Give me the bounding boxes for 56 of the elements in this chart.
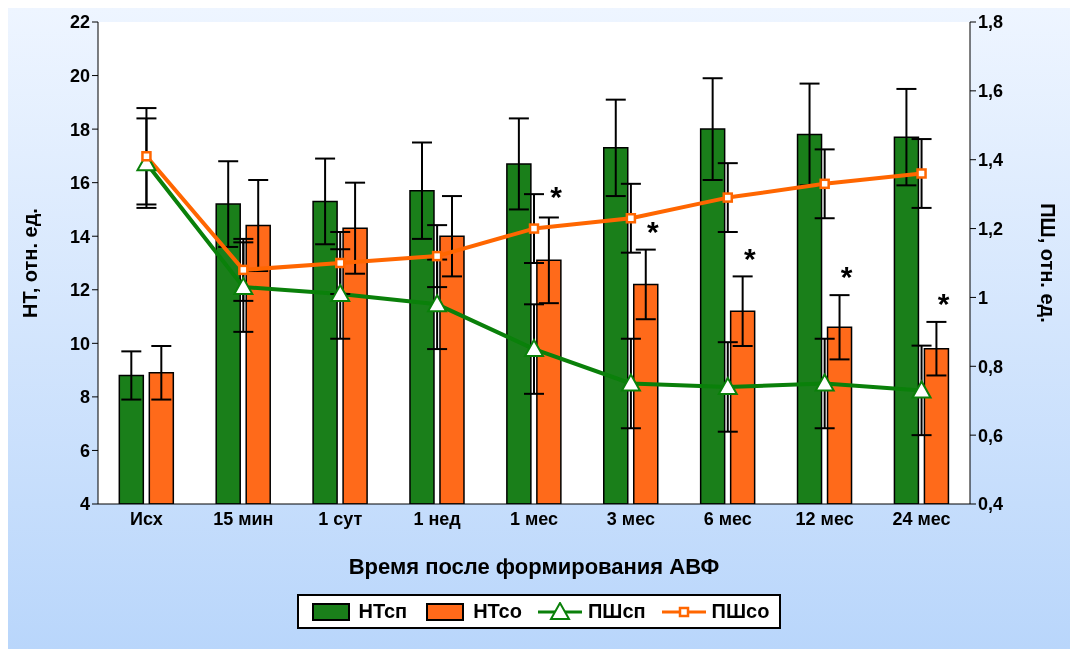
x-tick-label: 3 мес xyxy=(606,508,655,529)
y2-tick-label: 0,4 xyxy=(978,494,1004,515)
point xyxy=(814,373,835,392)
y-tick-label: 4 xyxy=(79,494,90,515)
y-tick-label: 16 xyxy=(69,173,90,194)
y2-tick-label: 0,6 xyxy=(978,425,1004,446)
y2-axis-title: ПШ, отн. ед. xyxy=(1036,203,1059,323)
legend-label: ПШсо xyxy=(710,600,770,623)
point xyxy=(528,223,540,234)
point xyxy=(819,178,830,190)
y2-tick-label: 1 xyxy=(978,287,989,308)
point xyxy=(625,212,637,224)
y2-tick-label: 0,8 xyxy=(978,356,1004,377)
y-axis-title: НТ, отн. ед. xyxy=(19,208,42,318)
y2-tick-label: 1,2 xyxy=(978,218,1004,239)
point xyxy=(916,168,927,179)
annotation: * xyxy=(550,180,563,214)
annotation: * xyxy=(840,260,853,294)
point xyxy=(717,376,738,395)
point xyxy=(911,380,932,399)
y-tick-label: 12 xyxy=(69,280,90,301)
point xyxy=(238,264,249,276)
point xyxy=(334,257,346,269)
x-tick-label: 1 нед xyxy=(413,508,462,529)
point xyxy=(431,250,443,262)
legend-label: НТсо xyxy=(472,600,522,623)
point xyxy=(427,294,448,313)
annotation: * xyxy=(743,241,756,275)
y2-tick-label: 1,4 xyxy=(978,150,1004,171)
annotation: * xyxy=(647,214,660,248)
y-tick-label: 20 xyxy=(69,65,90,86)
y2-tick-label: 1,6 xyxy=(978,81,1004,102)
point xyxy=(233,277,254,296)
annotation: * xyxy=(937,287,950,321)
x-tick-label: 24 мес xyxy=(892,508,951,529)
x-tick-label: 1 мес xyxy=(509,508,559,529)
legend-label: ПШсп xyxy=(586,600,646,623)
x-tick-label: Исх xyxy=(130,508,163,529)
x-tick-label: 12 мес xyxy=(795,508,854,529)
x-axis-title: Время после формирования АВФ xyxy=(348,554,720,579)
y2-tick-label: 1,8 xyxy=(978,12,1004,33)
legend-label: НТсп xyxy=(357,600,408,623)
x-tick-label: 6 мес xyxy=(703,508,752,529)
y-tick-label: 10 xyxy=(69,333,90,354)
y-tick-label: 14 xyxy=(69,226,90,247)
x-tick-label: 15 мин xyxy=(213,508,274,529)
point xyxy=(524,339,544,358)
point xyxy=(330,283,351,302)
y-tick-label: 22 xyxy=(69,12,90,33)
x-tick-label: 1 сут xyxy=(318,508,363,529)
point xyxy=(722,192,734,203)
point xyxy=(141,151,152,162)
y-tick-label: 18 xyxy=(69,119,90,140)
point xyxy=(620,373,641,392)
y-tick-label: 8 xyxy=(79,387,90,408)
y-tick-label: 6 xyxy=(79,440,90,461)
